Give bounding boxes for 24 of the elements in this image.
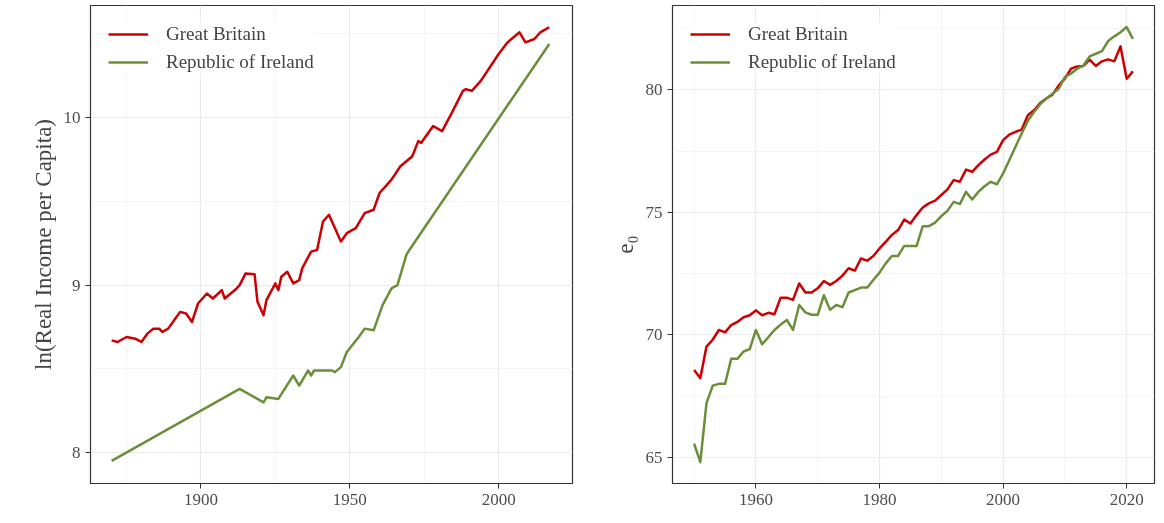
x-tick-label: 1960 [738,489,773,509]
y-tick-label: 9 [72,275,81,295]
line-series [110,42,551,463]
y-tick-label: 70 [645,325,663,345]
y-tick-label: 8 [72,443,81,463]
legend-label: Republic of Ireland [166,51,314,73]
y-tick-label: 75 [645,202,663,222]
x-tick-label: 2020 [1109,489,1144,509]
y-tick-label: 65 [645,447,663,467]
x-tick-label: 1980 [862,489,897,509]
x-tick-label: 2000 [481,489,516,509]
x-tick-label: 1950 [332,489,367,509]
legend-label: Republic of Ireland [748,51,896,73]
legend-label: Great Britain [166,23,266,45]
y-tick-label: 10 [63,108,81,128]
y-tick-label: 80 [645,80,663,100]
line-series [110,26,551,344]
y-axis-title: ln(Real Income per Capita) [30,119,56,370]
legend-label: Great Britain [748,23,848,45]
x-tick-label: 1900 [183,489,218,509]
x-tick-label: 2000 [986,489,1021,509]
y-axis-title: e₀ [612,235,638,254]
line-series [692,25,1135,464]
line-series [692,45,1135,380]
